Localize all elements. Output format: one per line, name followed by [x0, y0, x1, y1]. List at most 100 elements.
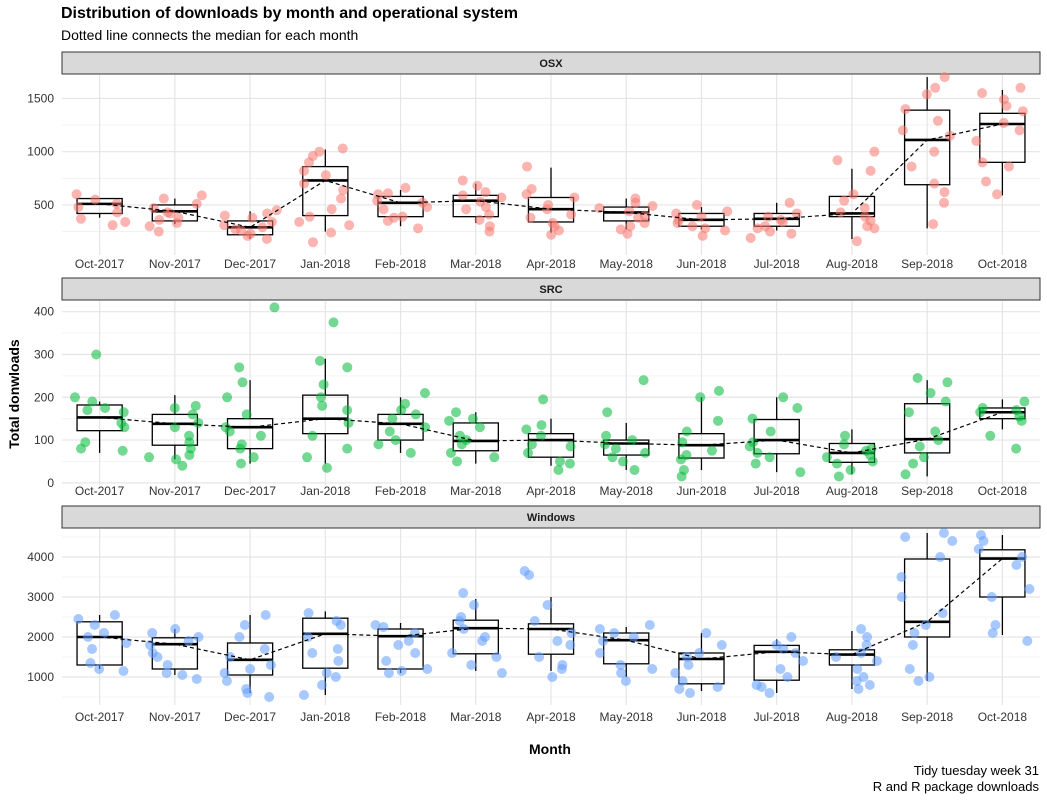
data-point	[144, 452, 155, 463]
x-tick-label: Dec-2017	[224, 484, 276, 498]
data-point	[553, 465, 564, 476]
data-point	[248, 452, 259, 463]
data-point	[602, 407, 613, 418]
data-point	[897, 125, 908, 136]
box	[753, 418, 800, 455]
data-point	[457, 175, 468, 186]
data-point	[831, 458, 842, 469]
data-point	[869, 146, 880, 157]
data-point	[387, 413, 398, 424]
data-point	[856, 648, 867, 658]
data-point	[747, 413, 758, 424]
data-point	[595, 648, 606, 658]
y-tick-label: 200	[34, 390, 54, 404]
data-point	[378, 622, 389, 632]
data-point	[944, 130, 955, 141]
x-tick-label: Nov-2017	[149, 257, 201, 271]
data-point	[638, 375, 649, 386]
data-point	[382, 188, 393, 199]
data-point	[1003, 161, 1014, 172]
data-point	[145, 640, 156, 650]
data-point	[908, 458, 919, 469]
data-point	[332, 644, 343, 654]
data-point	[184, 437, 195, 448]
data-point	[921, 89, 932, 100]
caption-line-2: R and R package downloads	[872, 779, 1039, 794]
data-point	[712, 682, 723, 692]
y-tick-label: 100	[34, 433, 54, 447]
data-point	[775, 664, 786, 674]
data-point	[1022, 636, 1033, 646]
data-point	[552, 636, 563, 646]
data-point	[372, 195, 383, 206]
box	[452, 422, 499, 452]
data-point	[193, 417, 204, 428]
data-point	[677, 676, 688, 686]
data-point	[694, 648, 705, 658]
data-point	[245, 228, 256, 239]
x-tick-label: May-2018	[600, 710, 654, 724]
data-point	[722, 206, 733, 217]
data-point	[480, 187, 491, 198]
data-point	[405, 447, 416, 458]
data-point	[447, 648, 458, 658]
chart-title: Distribution of downloads by month and o…	[61, 5, 518, 22]
data-point	[234, 632, 245, 642]
box	[302, 617, 349, 669]
data-point	[318, 379, 329, 390]
data-point	[609, 628, 620, 638]
data-point	[191, 198, 202, 209]
data-point	[534, 652, 545, 662]
data-point	[852, 664, 863, 674]
data-point	[152, 652, 163, 662]
x-axis-label: Month	[529, 741, 571, 757]
data-point	[177, 460, 188, 471]
y-tick-label: 300	[34, 347, 54, 361]
data-point	[677, 437, 688, 448]
data-point	[491, 652, 502, 662]
data-point	[75, 443, 86, 454]
data-point	[410, 648, 421, 658]
data-point	[564, 458, 575, 469]
data-point	[479, 632, 490, 642]
data-point	[536, 420, 547, 431]
data-point	[99, 628, 110, 638]
data-point	[112, 207, 123, 218]
data-point	[986, 592, 997, 602]
data-point	[765, 426, 776, 437]
data-point	[778, 392, 789, 403]
data-point	[792, 402, 803, 413]
data-point	[618, 456, 629, 467]
data-point	[546, 229, 557, 240]
x-tick-label: Jun-2018	[676, 710, 726, 724]
data-point	[190, 400, 201, 411]
data-point	[245, 664, 256, 674]
data-point	[247, 212, 258, 223]
data-point	[607, 452, 618, 463]
data-point	[317, 400, 328, 411]
data-point	[542, 600, 553, 610]
data-point	[691, 199, 702, 210]
data-point	[633, 212, 644, 223]
data-point	[109, 610, 120, 620]
x-tick-label: Apr-2018	[526, 484, 576, 498]
data-point	[832, 155, 843, 166]
data-point	[839, 439, 850, 450]
data-point	[259, 644, 270, 654]
data-point	[565, 640, 576, 650]
data-point	[900, 469, 911, 480]
data-point	[445, 447, 456, 458]
x-tick-label: May-2018	[600, 484, 654, 498]
data-point	[461, 435, 472, 446]
y-tick-label: 1000	[27, 145, 54, 159]
y-tick-label: 3000	[27, 590, 54, 604]
data-point	[998, 117, 1009, 128]
box	[979, 549, 1026, 598]
data-point	[87, 396, 98, 407]
box	[603, 632, 650, 665]
data-point	[234, 362, 245, 373]
data-point	[987, 628, 998, 638]
y-tick-label: 1000	[27, 670, 54, 684]
data-point	[457, 190, 468, 201]
